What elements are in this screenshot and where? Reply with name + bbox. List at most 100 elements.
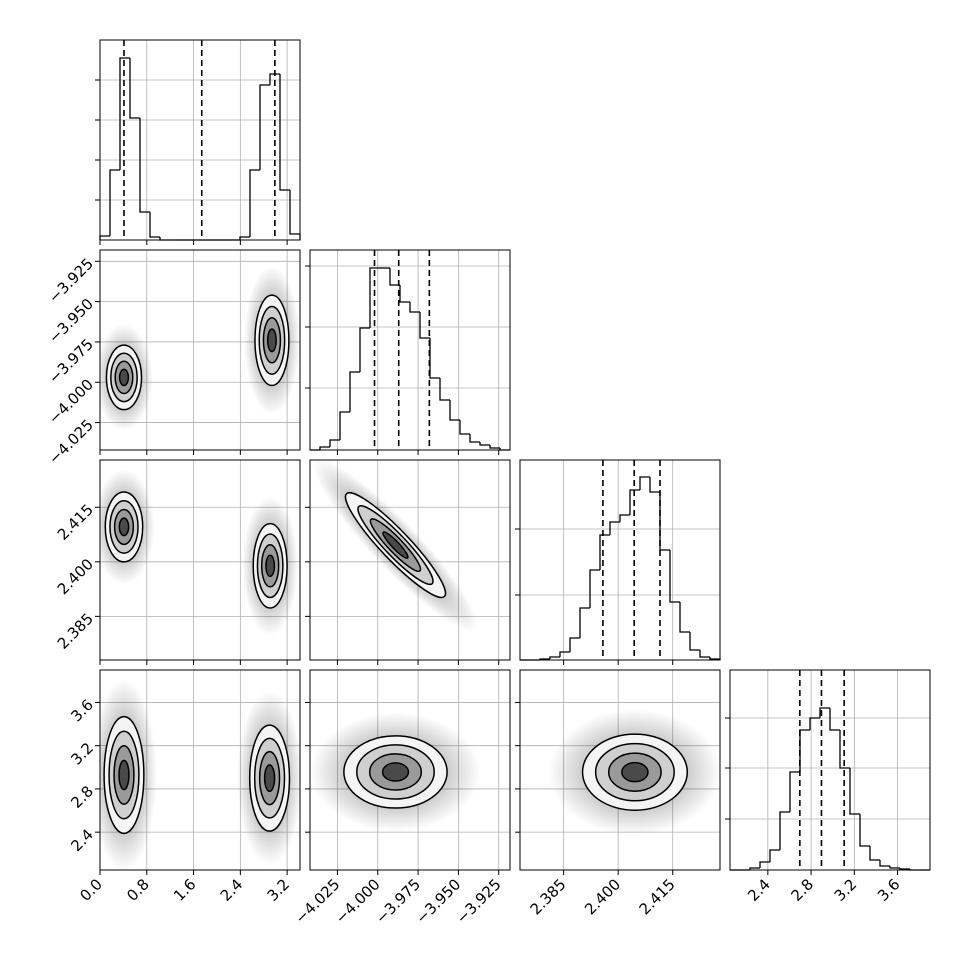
- x-tick-label: −3.925: [453, 875, 505, 927]
- y-tick-label: 2.385: [54, 610, 97, 653]
- x-tick-label: 2.8: [787, 875, 817, 905]
- x-tick-label: 3.2: [264, 875, 294, 905]
- contour: [381, 762, 410, 782]
- panel-frame: [309, 459, 511, 661]
- contour-group: [548, 709, 720, 835]
- histogram-bin: [429, 338, 440, 379]
- y-tick-label: 2.415: [54, 501, 97, 544]
- histogram-bin: [899, 868, 910, 870]
- histogram-bin: [679, 602, 690, 633]
- histogram-bin: [459, 420, 470, 435]
- x-tick-label: 2.4: [217, 875, 247, 905]
- histogram-bin: [869, 846, 880, 861]
- histogram-bin: [399, 285, 410, 303]
- histogram-bin: [419, 312, 430, 339]
- histogram-bin: [809, 717, 820, 730]
- histogram-bin: [249, 169, 260, 237]
- x-tick-label: 0.8: [123, 875, 153, 905]
- histogram-bin: [789, 771, 800, 812]
- histogram-bin: [649, 477, 660, 493]
- histogram-bin: [289, 190, 301, 240]
- contour: [118, 517, 130, 537]
- y-tick-label: −3.925: [45, 255, 97, 307]
- histogram-bin: [359, 327, 370, 372]
- histogram-bin: [609, 521, 620, 535]
- histogram-bin: [619, 514, 630, 522]
- histogram-bin: [439, 378, 450, 401]
- panel-frame: [309, 669, 511, 871]
- histogram-bin: [859, 814, 870, 847]
- panel-frame: [519, 669, 721, 871]
- histogram-bin: [569, 637, 580, 652]
- histogram-bin: [349, 371, 360, 412]
- histogram-bin: [469, 434, 480, 443]
- y-tick-label: 3.2: [67, 739, 97, 769]
- histogram-bin: [139, 118, 150, 213]
- histogram-bin: [839, 730, 850, 769]
- histogram-bin: [769, 849, 780, 862]
- contour-group: [100, 469, 299, 636]
- contour: [621, 761, 649, 783]
- contour: [266, 328, 277, 353]
- contour: [382, 531, 409, 559]
- panel-frame: [99, 459, 301, 661]
- histogram-bin: [639, 476, 650, 490]
- contour-group: [100, 678, 300, 870]
- y-tick-label: 2.8: [67, 782, 97, 812]
- y-tick-label: 2.4: [67, 825, 97, 855]
- contour: [118, 368, 130, 387]
- histogram-bin: [629, 489, 640, 515]
- contour-group: [100, 265, 300, 431]
- histogram-bin: [659, 492, 670, 551]
- histogram-bin: [319, 446, 330, 450]
- histogram-bin: [329, 439, 340, 447]
- x-tick-label: 2.4: [744, 875, 774, 905]
- histogram-bin: [889, 866, 900, 869]
- histogram-bin: [279, 74, 290, 191]
- histogram-bin: [489, 445, 500, 449]
- x-tick-label: 0.0: [76, 875, 106, 905]
- contour-group: [310, 712, 481, 832]
- histogram-bin: [239, 236, 250, 240]
- histogram-bin: [389, 268, 400, 286]
- histogram-bin: [849, 768, 860, 815]
- histogram-bin: [749, 867, 760, 870]
- histogram-bin: [259, 84, 270, 170]
- histogram-bin: [759, 861, 770, 868]
- contour: [265, 554, 276, 578]
- histogram-bin: [269, 73, 280, 85]
- histogram-bin: [549, 656, 560, 659]
- y-tick-label: 2.400: [54, 555, 97, 598]
- histogram-bin: [819, 707, 830, 718]
- histogram-bin: [149, 212, 160, 238]
- panel-frame: [519, 459, 721, 661]
- histogram-bin: [479, 442, 490, 446]
- histogram-bin: [829, 708, 840, 731]
- histogram-bin: [669, 550, 680, 603]
- x-tick-label: 2.415: [636, 875, 679, 918]
- histogram-bin: [689, 632, 700, 651]
- histogram-bin: [129, 58, 140, 119]
- histogram-bin: [449, 400, 460, 421]
- panel-frame: [729, 669, 931, 871]
- histogram-bin: [599, 534, 610, 570]
- panel-frame: [99, 39, 301, 241]
- panel-frame: [99, 669, 301, 871]
- y-tick-label: 3.6: [67, 696, 97, 726]
- histogram-bin: [879, 860, 890, 867]
- histogram-bin: [99, 235, 110, 240]
- histogram-bin: [579, 607, 590, 638]
- x-tick-label: 3.2: [831, 875, 861, 905]
- x-tick-label: 1.6: [170, 875, 200, 905]
- histogram-bin: [409, 302, 420, 313]
- histogram-bin: [779, 811, 790, 850]
- histogram-bin: [339, 411, 350, 440]
- x-tick-label: 2.400: [581, 875, 624, 918]
- histogram-bin: [589, 569, 600, 608]
- panel-frame: [309, 249, 511, 451]
- panel-frame: [99, 249, 301, 451]
- x-tick-label: 2.385: [527, 875, 570, 918]
- contour: [263, 764, 276, 793]
- histogram-bin: [699, 650, 710, 658]
